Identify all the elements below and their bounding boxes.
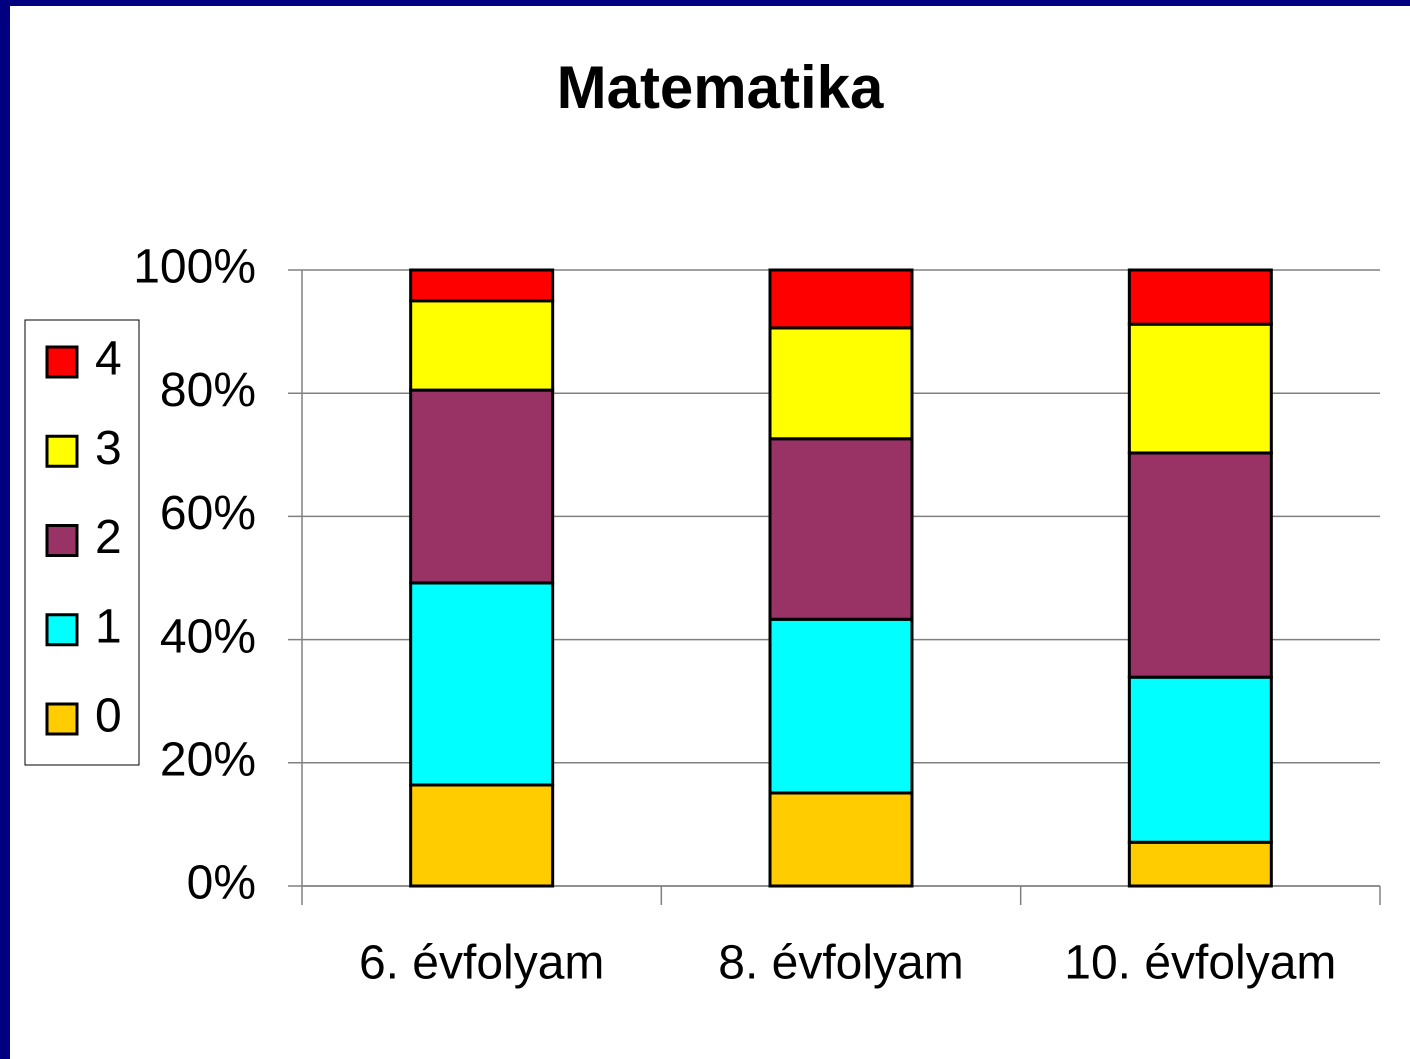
x-tick-label: 10. évfolyam bbox=[1064, 937, 1336, 990]
x-tick-label: 8. évfolyam bbox=[718, 937, 963, 990]
bar-segment bbox=[1127, 451, 1273, 679]
bar-segment bbox=[1127, 322, 1273, 455]
frame-left bbox=[0, 0, 10, 1059]
chart-title: Matematika bbox=[557, 54, 884, 121]
bar-segment bbox=[1127, 840, 1273, 888]
y-tick-label: 20% bbox=[160, 733, 256, 786]
legend-label: 3 bbox=[95, 422, 122, 475]
bar-segment bbox=[768, 268, 914, 330]
legend-label: 2 bbox=[95, 511, 122, 564]
bar-segment bbox=[409, 268, 555, 303]
bar-segment bbox=[409, 299, 555, 392]
frame-top bbox=[0, 0, 1410, 6]
legend-swatch bbox=[45, 434, 79, 468]
y-tick-label: 80% bbox=[160, 364, 256, 417]
bar-segment bbox=[409, 581, 555, 787]
bar-segment bbox=[409, 388, 555, 585]
legend-swatch bbox=[45, 345, 79, 379]
legend-label: 1 bbox=[95, 600, 122, 653]
legend-swatch bbox=[45, 613, 79, 647]
y-tick-label: 100% bbox=[133, 241, 256, 294]
y-tick-label: 0% bbox=[187, 857, 256, 910]
bar-segment bbox=[409, 783, 555, 888]
bar-segment bbox=[1127, 268, 1273, 326]
y-tick-label: 40% bbox=[160, 610, 256, 663]
bar-segment bbox=[768, 791, 914, 888]
bar-segment bbox=[768, 437, 914, 621]
legend-label: 0 bbox=[95, 690, 122, 743]
bar-segment bbox=[1127, 675, 1273, 844]
x-tick-label: 6. évfolyam bbox=[359, 937, 604, 990]
bar-segment bbox=[768, 326, 914, 441]
y-tick-label: 60% bbox=[160, 487, 256, 540]
legend-label: 4 bbox=[95, 333, 122, 386]
bar-segment bbox=[768, 617, 914, 795]
legend-swatch bbox=[45, 702, 79, 736]
legend-box bbox=[24, 319, 140, 766]
legend-swatch bbox=[45, 524, 79, 557]
